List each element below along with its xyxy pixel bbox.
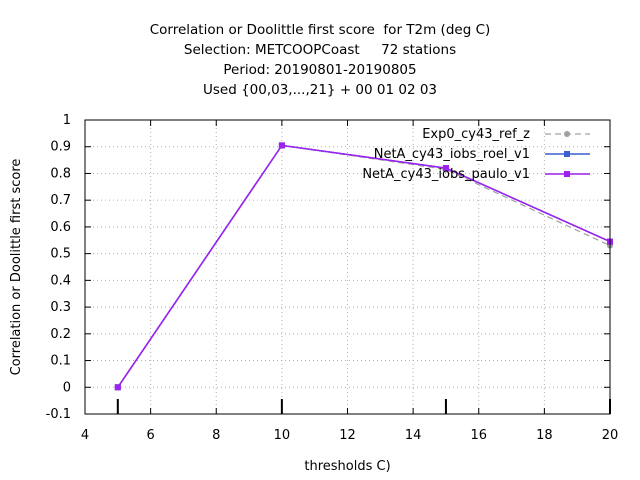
y-tick-label: 0.9 (50, 140, 71, 155)
x-tick-label: 6 (146, 428, 154, 443)
x-tick-label: 20 (602, 428, 619, 443)
legend-marker-3 (564, 171, 570, 177)
grid (85, 120, 610, 414)
x-tick-label: 14 (405, 428, 422, 443)
series-lines (114, 142, 613, 391)
y-tick-label: 0.6 (50, 220, 71, 235)
x-tick-label: 8 (212, 428, 220, 443)
y-tick-label: 0.5 (50, 247, 71, 262)
y-tick-label: 0.8 (50, 166, 71, 181)
x-axis-label: thresholds C) (304, 459, 390, 474)
x-tick-label: 18 (536, 428, 553, 443)
x-tick-label: 4 (81, 428, 89, 443)
series-line-3 (117, 144, 611, 388)
x-tick-label: 10 (274, 428, 291, 443)
series-point-3 (442, 165, 449, 172)
x-tick-label: 16 (470, 428, 487, 443)
y-tick-label: 0 (63, 380, 71, 395)
legend: Exp0_cy43_ref_z NetA_cy43_iobs_roel_v1 Net… (362, 127, 590, 182)
y-tick-label: 0.3 (50, 300, 71, 315)
y-tick-label: -0.1 (46, 407, 71, 422)
legend-marker-1 (564, 131, 570, 137)
y-tick-label: 0.7 (50, 193, 71, 208)
count-marks (116, 399, 611, 414)
legend-label-3: NetA_cy43_iobs_paulo_v1 (362, 167, 530, 182)
chart-title-line-2: Selection: METCOOPCoast 72 stations (183, 42, 457, 58)
y-tick-label: 0.2 (50, 327, 71, 342)
y-tick-label: 1 (63, 113, 71, 128)
chart-title-line-3: Period: 20190801-20190805 (223, 62, 417, 78)
series-point-3 (278, 142, 285, 149)
chart-title-line-1: Correlation or Doolittle first score for… (149, 22, 491, 38)
series-point-3 (114, 384, 121, 391)
y-axis-label: Correlation or Doolittle first score (9, 159, 24, 376)
legend-label-2: NetA_cy43_iobs_roel_v1 (374, 147, 530, 162)
y-tick-label: 0.1 (50, 354, 71, 369)
axis-ticks: -0.100.10.20.30.40.50.60.70.80.914 6 8 10 12… (46, 113, 619, 443)
y-tick-label: 0.4 (50, 273, 71, 288)
x-tick-label: 12 (339, 428, 356, 443)
legend-marker-2 (564, 151, 570, 157)
chart-title-line-4: Used {00,03,...,21} + 00 01 02 03 (202, 82, 438, 98)
legend-label-1: Exp0_cy43_ref_z (422, 127, 530, 142)
